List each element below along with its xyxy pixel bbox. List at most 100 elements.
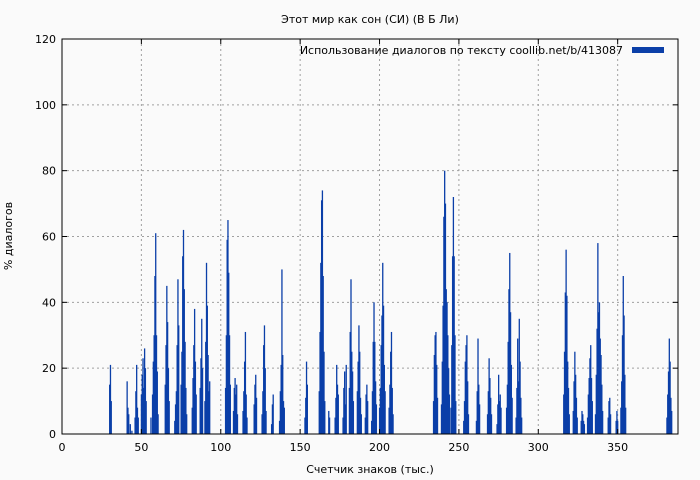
bar	[185, 387, 187, 434]
series-bars	[109, 170, 673, 435]
bar	[166, 322, 169, 434]
bar	[378, 407, 381, 434]
bar	[566, 295, 568, 434]
bar	[382, 262, 384, 434]
bar	[280, 364, 282, 435]
bar	[615, 420, 617, 434]
bar	[336, 384, 339, 435]
bar	[498, 401, 501, 434]
bar	[195, 394, 197, 434]
bar	[229, 384, 231, 435]
gridlines	[62, 39, 678, 434]
bar	[478, 384, 480, 435]
bar	[328, 410, 330, 434]
bar	[348, 387, 351, 434]
bar	[582, 420, 585, 434]
bar	[174, 420, 176, 434]
bar	[444, 203, 447, 434]
bar	[489, 378, 491, 434]
bar	[671, 410, 673, 434]
bar	[155, 335, 158, 434]
y-axis: 0 20 40 60 80 100 120	[35, 33, 678, 441]
bar	[366, 384, 368, 435]
bar	[581, 410, 583, 434]
x-tick-label: 150	[290, 441, 311, 454]
bar	[609, 414, 612, 434]
bar	[596, 328, 598, 434]
bar	[620, 407, 622, 434]
bar	[227, 220, 229, 434]
bar	[598, 302, 601, 434]
bar	[270, 424, 273, 435]
bar	[228, 272, 230, 434]
bar	[590, 378, 593, 434]
bar	[590, 345, 592, 435]
x-tick-label: 0	[59, 441, 66, 454]
bar	[359, 351, 361, 434]
bar	[261, 414, 263, 434]
bar	[306, 384, 308, 435]
y-tick-label: 40	[42, 296, 56, 309]
bar	[519, 361, 521, 434]
bar	[109, 364, 112, 435]
bar	[166, 285, 168, 435]
bar	[597, 243, 599, 434]
y-tick-label: 80	[42, 165, 56, 178]
bar	[466, 335, 468, 434]
bar	[601, 384, 603, 435]
bar	[568, 414, 570, 434]
bar	[490, 414, 493, 434]
bar	[582, 414, 584, 434]
bar	[127, 407, 129, 434]
bar	[178, 325, 180, 435]
bar	[177, 279, 179, 434]
bar	[388, 407, 390, 434]
bar	[352, 401, 355, 434]
bar	[576, 417, 578, 434]
bar	[199, 387, 201, 434]
bar	[365, 394, 367, 434]
bar	[351, 351, 353, 434]
bar	[505, 407, 508, 434]
bar	[236, 384, 238, 435]
bar	[141, 374, 143, 434]
bar	[245, 394, 247, 434]
bar	[209, 381, 211, 434]
bar	[246, 417, 248, 434]
bar	[254, 384, 256, 435]
bar	[464, 361, 466, 434]
bar	[208, 391, 210, 434]
bar	[207, 355, 209, 434]
bar	[465, 345, 467, 435]
bar	[383, 364, 385, 435]
y-tick-label: 100	[35, 99, 56, 112]
bar	[342, 417, 344, 434]
bar	[375, 404, 378, 435]
bar	[168, 401, 170, 434]
bar	[667, 394, 669, 434]
y-tick-label: 0	[49, 428, 56, 441]
bar	[164, 384, 166, 435]
bar	[445, 289, 447, 434]
bar	[140, 394, 143, 434]
bar	[511, 397, 513, 434]
bar	[181, 351, 183, 434]
bar	[621, 335, 624, 434]
legend: Использование диалогов по тексту coollib…	[300, 44, 664, 57]
bar	[446, 302, 448, 434]
bar	[599, 338, 601, 434]
bar	[508, 289, 510, 434]
bar	[278, 420, 281, 434]
bar	[265, 410, 267, 434]
bar	[580, 420, 582, 434]
bar	[452, 197, 455, 434]
bar	[255, 397, 258, 434]
bar	[282, 355, 284, 434]
bar	[175, 391, 178, 434]
bar	[323, 351, 325, 434]
bar	[180, 384, 182, 435]
bar	[182, 229, 185, 434]
bar	[322, 276, 324, 434]
bar	[345, 364, 347, 435]
bar	[367, 401, 369, 434]
